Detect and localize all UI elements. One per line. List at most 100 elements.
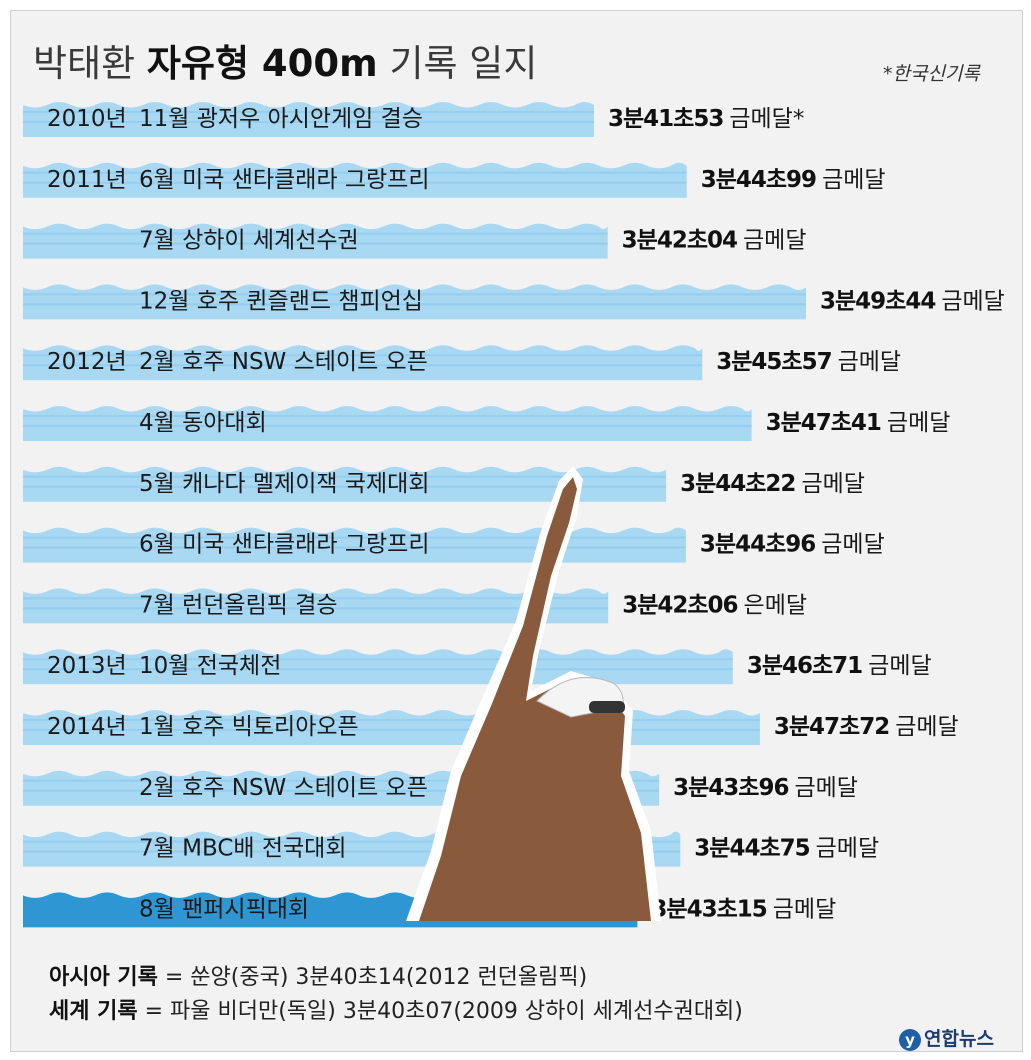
bar (23, 162, 687, 198)
bar-row: 2011년 6월 미국 샌타클래라 그랑프리 3분44초99 금메달 (23, 162, 886, 198)
data-label: 3분43초15 금메달 (651, 896, 836, 922)
data-label: 3분46초71 금메달 (747, 653, 932, 679)
event-label: 2월 호주 NSW 스테이트 오픈 (139, 349, 428, 375)
event-label: 6월 미국 샌타클래라 그랑프리 (139, 167, 430, 193)
event-label: 8월 팬퍼시픽대회 (139, 896, 309, 922)
infographic-frame: 박태환 자유형 400m 기록 일지 *한국신기록 2010년 11월 광저우 아… (10, 10, 1023, 1052)
medal-label: 금메달 (821, 532, 884, 558)
bar-wave-line (23, 789, 660, 792)
goggles (589, 701, 625, 713)
bar-wave-line (23, 850, 681, 853)
bar-row: 2월 호주 NSW 스테이트 오픈 3분43초96 금메달 (23, 770, 858, 806)
event-label: 11월 광저우 아시안게임 결승 (139, 106, 423, 132)
asia-record-label: 아시아 기록 (49, 965, 158, 990)
event-label: 12월 호주 퀸즐랜드 챔피언십 (139, 288, 423, 314)
event-label: 7월 런던올림픽 결승 (139, 592, 338, 618)
time-value: 3분44초99 (701, 167, 816, 193)
title-pre: 박태환 (33, 42, 136, 85)
bar (23, 345, 703, 381)
bar-wave-line (23, 668, 733, 671)
data-label: 3분41초53 금메달* (608, 106, 804, 132)
time-value: 3분45초57 (716, 349, 831, 375)
title-bold: 자유형 400m (146, 42, 378, 85)
bar-row: 6월 미국 샌타클래라 그랑프리 3분44초96 금메달 (23, 527, 885, 563)
bar (23, 527, 686, 563)
event-label: 4월 동아대회 (139, 410, 267, 436)
bar-wave-line (23, 364, 703, 367)
bar-wave-line (23, 840, 681, 843)
bar (23, 710, 760, 745)
time-value: 3분47초41 (766, 410, 881, 436)
bar-wave-line (23, 242, 608, 245)
data-label: 3분45초57 금메달 (716, 349, 901, 375)
asia-record-note: 아시아 기록 = 쑨양(중국) 3분40초14(2012 런던올림픽) (49, 961, 743, 995)
medal-label: 금메달 (773, 896, 836, 922)
bar (23, 466, 667, 502)
event-label: 7월 상하이 세계선수권 (139, 228, 359, 254)
medal-label: 금메달 (743, 228, 806, 254)
swimmer-body (419, 477, 651, 921)
event-label: 2월 호주 NSW 스테이트 오픈 (139, 775, 428, 801)
bar-wave-line (23, 303, 806, 306)
time-value: 3분46초71 (747, 653, 862, 679)
world-record-text: = 파울 비더만(독일) 3분40초07(2009 상하이 세계선수권대회) (137, 999, 743, 1024)
bar-wave-line (23, 425, 752, 427)
bar (23, 102, 594, 137)
asia-record-text: = 쑨양(중국) 3분40초14(2012 런던올림픽) (157, 965, 588, 990)
bar-row: 2012년 2월 호주 NSW 스테이트 오픈 3분45초57 금메달 (23, 345, 901, 381)
year-label: 2013년 (47, 653, 127, 679)
event-label: 1월 호주 빅토리아오픈 (139, 714, 359, 740)
medal-label: 금메달 (801, 471, 864, 497)
bar-row: 4월 동아대회 3분47초41 금메달 (23, 406, 950, 441)
bar-wave-line (23, 415, 752, 417)
data-label: 3분43초96 금메달 (673, 775, 858, 801)
bar-wave-line (23, 121, 594, 123)
yonhap-logo-icon: y (899, 1028, 921, 1051)
bar-wave-line (23, 597, 609, 600)
bar-row: 2013년 10월 전국체전 3분46초71 금메달 (23, 649, 932, 685)
bar-wave-line (23, 607, 609, 610)
bar-wave-line (23, 536, 686, 539)
medal-label: 금메달* (729, 106, 804, 132)
year-label: 2010년 (47, 106, 127, 132)
time-value: 3분47초72 (774, 714, 889, 740)
bar-row: 2010년 11월 광저우 아시안게임 결승 3분41초53 금메달* (23, 102, 804, 137)
bar-wave-line (23, 354, 703, 357)
bar-wave-line (23, 181, 687, 184)
world-record-note: 세계 기록 = 파울 비더만(독일) 3분40초07(2009 상하이 세계선수… (49, 995, 743, 1029)
time-value: 3분42초04 (622, 228, 737, 254)
medal-label: 금메달 (941, 288, 1004, 314)
year-label: 2014년 (47, 714, 127, 740)
bar-wave-line (23, 293, 806, 296)
world-record-label: 세계 기록 (49, 999, 138, 1024)
bar-wave-line (23, 232, 608, 235)
bar-row: 12월 호주 퀸즐랜드 챔피언십 3분49초44 금메달 (23, 284, 1005, 320)
medal-label: 금메달 (794, 775, 857, 801)
bar-wave-line (23, 729, 760, 731)
data-label: 3분44초96 금메달 (700, 532, 885, 558)
bar (23, 649, 733, 685)
medal-label: 금메달 (822, 167, 885, 193)
bar-wave-line (23, 111, 594, 113)
year-label: 2012년 (47, 349, 127, 375)
time-value: 3분44초96 (700, 532, 815, 558)
bar-row: 5월 캐나다 멜제이잭 국제대회 3분44초22 금메달 (23, 466, 865, 502)
data-label: 3분44초22 금메달 (680, 471, 865, 497)
medal-label: 금메달 (816, 836, 879, 862)
time-value: 3분44초75 (694, 836, 809, 862)
time-value: 3분49초44 (820, 288, 935, 314)
swimmer-photo (406, 466, 661, 921)
time-value: 3분41초53 (608, 106, 723, 132)
time-value: 3분44초22 (680, 471, 795, 497)
data-label: 3분47초41 금메달 (766, 410, 951, 436)
page-title: 박태환 자유형 400m 기록 일지 (33, 33, 537, 87)
footnote: *한국신기록 (883, 63, 980, 85)
data-label: 3분49초44 금메달 (820, 288, 1005, 314)
bar (23, 406, 752, 441)
bar-row: 7월 상하이 세계선수권 3분42초04 금메달 (23, 223, 806, 259)
bar-wave-line (23, 779, 660, 782)
time-value: 3분42초06 (622, 592, 737, 618)
time-value: 3분43초15 (651, 896, 766, 922)
year-label: 2011년 (47, 167, 127, 193)
event-label: 6월 미국 샌타클래라 그랑프리 (139, 532, 430, 558)
